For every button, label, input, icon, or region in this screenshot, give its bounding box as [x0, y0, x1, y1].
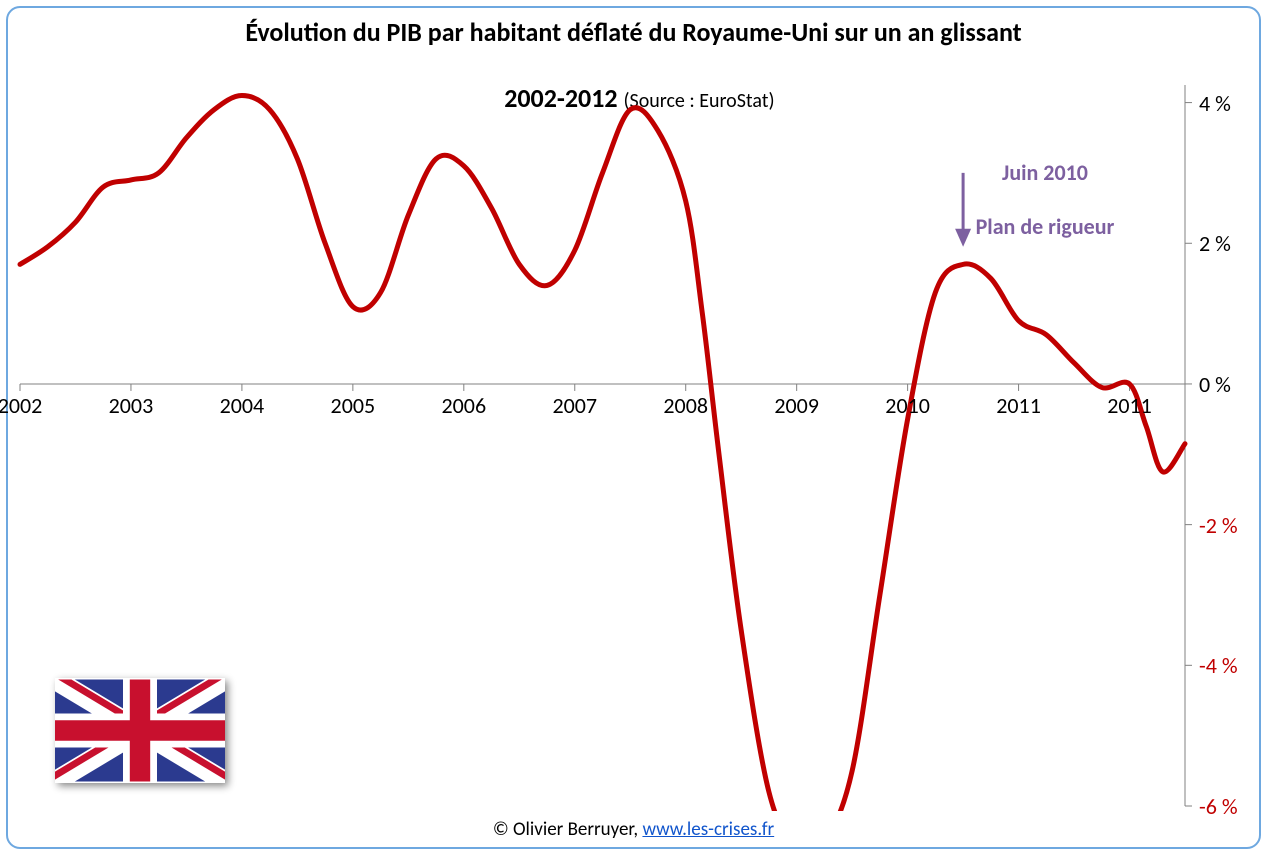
y-tick-label: 2 %	[1199, 230, 1231, 257]
x-tick-label: 2006	[441, 392, 486, 419]
x-tick-label: 2004	[220, 392, 265, 419]
y-tick-label: -4 %	[1199, 652, 1238, 679]
x-tick-label: 2009	[774, 392, 819, 419]
copyright: © Olivier Berruyer, www.les-crises.fr	[0, 818, 1267, 841]
x-tick-label: 2007	[552, 392, 597, 419]
annotation-austerity: Juin 2010 Plan de rigueur	[940, 132, 1140, 240]
copyright-link[interactable]: www.les-crises.fr	[642, 818, 774, 841]
annotation-line1: Juin 2010	[1002, 159, 1088, 186]
x-tick-label: 2011	[996, 392, 1041, 419]
x-tick-label: 2003	[109, 392, 154, 419]
x-tick-label: 2002	[0, 392, 42, 419]
annotation-line2: Plan de rigueur	[976, 213, 1115, 240]
x-tick-label: 2010	[885, 392, 930, 419]
x-tick-label: 2011	[1107, 392, 1152, 419]
uk-flag-icon	[55, 678, 225, 783]
y-tick-label: 4 %	[1199, 90, 1231, 117]
x-tick-label: 2005	[331, 392, 376, 419]
copyright-prefix: © Olivier Berruyer,	[493, 818, 643, 841]
x-tick-label: 2008	[663, 392, 708, 419]
y-tick-label: -6 %	[1199, 793, 1238, 820]
y-tick-label: -2 %	[1199, 512, 1238, 539]
y-tick-label: 0 %	[1199, 371, 1231, 398]
